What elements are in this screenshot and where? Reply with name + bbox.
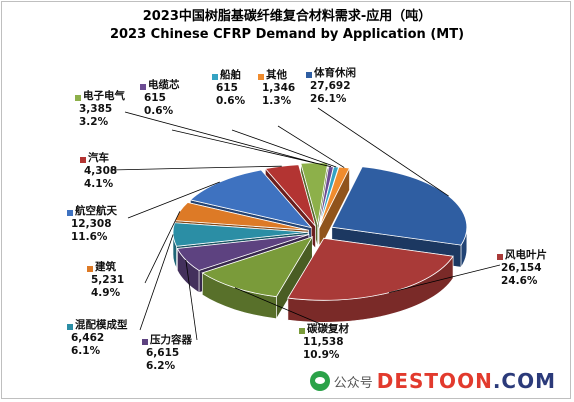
chart-title: 2023中国树脂基碳纤维复合材料需求-应用（吨） 2023 Chinese CF…	[0, 8, 574, 44]
slice-label: 电子电气	[83, 89, 125, 102]
legend-swatch	[67, 210, 73, 216]
legend-swatch	[258, 74, 264, 80]
slice-percent: 0.6%	[216, 95, 246, 107]
pie-slice	[189, 169, 313, 229]
leader-line	[317, 107, 449, 197]
slice-percent: 1.3%	[262, 95, 292, 107]
slice-label: 船舶	[220, 68, 241, 81]
legend-swatch	[306, 72, 312, 78]
slice-percent: 6.1%	[71, 345, 101, 357]
slice-label: 风电叶片	[505, 248, 547, 261]
slice-value: 4,308	[84, 165, 117, 177]
pie-slice	[201, 236, 314, 298]
leader-line	[388, 264, 501, 293]
slice-percent: 11.6%	[71, 231, 108, 243]
slice-label: 其他	[266, 68, 287, 81]
leader-line	[124, 111, 315, 164]
leader-line	[144, 211, 181, 284]
leader-line	[139, 234, 174, 331]
slice-value: 6,615	[146, 347, 179, 359]
legend-swatch	[67, 324, 73, 330]
slice-value: 27,692	[310, 80, 351, 92]
legend-swatch	[87, 266, 93, 272]
leader-line	[185, 259, 198, 341]
leader-line	[127, 181, 220, 219]
slice-value: 5,231	[91, 274, 124, 286]
slice-value: 615	[144, 92, 166, 104]
leader-line	[231, 129, 337, 168]
watermark: 公众号 DESTOON.COM	[305, 368, 560, 394]
leader-line	[277, 125, 345, 168]
slice-percent: 3.2%	[79, 116, 109, 128]
slice-percent: 26.1%	[310, 93, 347, 105]
slice-percent: 10.9%	[303, 349, 340, 361]
slice-value: 11,538	[303, 336, 344, 348]
wechat-icon	[309, 371, 330, 391]
legend-swatch	[75, 95, 81, 101]
watermark-brand-red: DESTOON	[376, 369, 493, 393]
slice-value: 6,462	[71, 332, 104, 344]
legend-swatch	[80, 157, 86, 163]
legend-swatch	[212, 74, 218, 80]
slice-percent: 0.6%	[144, 105, 174, 117]
chart-title-line1: 2023中国树脂基碳纤维复合材料需求-应用（吨）	[142, 9, 432, 24]
leader-line	[109, 165, 282, 171]
slice-percent: 24.6%	[501, 275, 538, 287]
slice-label: 电缆芯	[148, 78, 180, 91]
slice-label: 汽车	[88, 151, 109, 164]
pie-slice	[287, 237, 454, 301]
watermark-brand: DESTOON.COM	[377, 369, 556, 393]
slice-percent: 6.2%	[146, 360, 176, 372]
slice-value: 1,346	[262, 82, 295, 94]
slice-percent: 4.1%	[84, 178, 114, 190]
slice-label: 混配模成型	[75, 318, 128, 331]
leader-line	[171, 129, 332, 168]
slice-label: 压力容器	[150, 333, 192, 346]
slice-value: 26,154	[501, 262, 542, 274]
watermark-prefix: 公众号	[333, 375, 373, 391]
slice-label: 体育休闲	[314, 66, 356, 79]
legend-swatch	[299, 328, 305, 334]
slice-value: 615	[216, 82, 238, 94]
slice-value: 3,385	[79, 103, 112, 115]
leader-line	[234, 287, 331, 329]
legend-swatch	[497, 254, 503, 260]
slice-percent: 4.9%	[91, 287, 121, 299]
slice-value: 12,308	[71, 218, 112, 230]
slice-label: 航空航天	[75, 204, 117, 217]
legend-swatch	[140, 84, 146, 90]
pie-slice	[176, 234, 310, 271]
slice-label: 碳碳复材	[307, 322, 349, 335]
slice-label: 建筑	[94, 260, 116, 273]
chart-title-line2: 2023 Chinese CFRP Demand by Application …	[109, 27, 465, 42]
watermark-brand-blue: .COM	[492, 369, 556, 393]
legend-swatch	[142, 339, 148, 345]
